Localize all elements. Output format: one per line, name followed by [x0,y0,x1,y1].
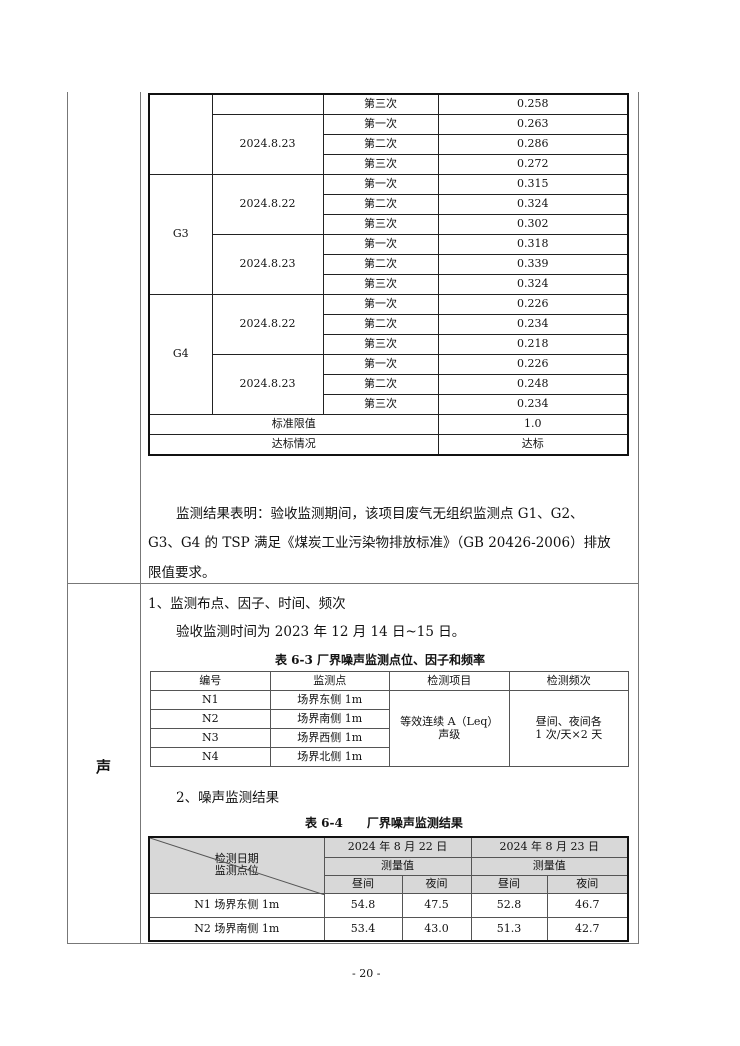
noise-points-table: 编号 监测点 检测项目 检测频次 N1 场界东侧 1m 等效连续 A（Leq） 声级 昼间… [150,671,629,767]
item-line: 声级 [438,727,461,741]
table-row: N1 场界东侧 1m 54.8 47.5 52.8 46.7 [148,892,629,918]
monitoring-time: 验收监测时间为 2023 年 12 月 14 日~15 日。 [176,624,466,640]
page-number: - 20 - [352,967,381,980]
noise-results-table: 检测日期 监测点位 2024 年 8 月 22 日 2024 年 8 月 23 日 … [148,836,629,942]
freq-line: 1 次/天×2 天 [535,727,603,741]
diagonal-line [150,838,325,895]
freq-line: 昼间、夜间各 [535,715,602,729]
tsp-results-table: 第三次 0.258 2024.8.23 第一次 0.263 第二次 0.286 第三次 0… [148,93,629,456]
diagonal-header-cell: 检测日期 监测点位 [148,836,325,895]
conclusion-line: G3、G4 的 TSP 满足《煤炭工业污染物排放标准》（GB 20426-200… [148,535,611,551]
heading: 1、监测布点、因子、时间、频次 [148,596,346,612]
item-line: 等效连续 A（Leq） [400,715,499,729]
frame-line [67,583,639,584]
frame-line [67,92,68,944]
table-caption: 表 6-3 厂界噪声监测点位、因子和频率 [275,653,486,667]
table-row: N2 场界南侧 1m 53.4 43.0 51.3 42.7 [148,916,629,942]
corner-label: 检测日期 [214,852,259,866]
corner-label: 监测点位 [214,864,259,878]
frame-line [67,943,639,944]
frame-line [140,92,141,944]
conclusion-line: 限值要求。 [148,565,216,581]
heading: 2、噪声监测结果 [176,790,280,806]
table-caption: 表 6-4 厂界噪声监测结果 [305,816,463,830]
conclusion-line: 监测结果表明：验收监测期间，该项目废气无组织监测点 G1、G2、 [176,506,584,522]
section-label: 声 [96,758,112,776]
frame-line [638,92,639,944]
